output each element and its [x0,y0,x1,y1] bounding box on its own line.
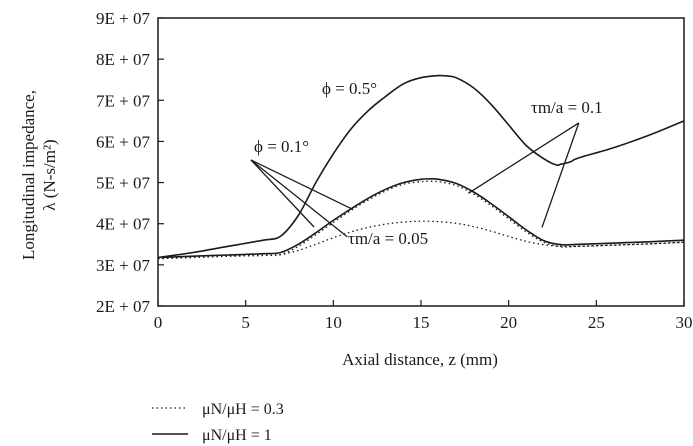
y-axis-label-line1: Longitudinal impedance, [19,90,38,260]
annotation-leader-line [467,122,580,194]
annotation-leader-line [541,122,580,228]
y-tick-label: 3E + 07 [96,256,150,275]
y-axis-label-line2: λ (N-s/m²) [40,139,59,210]
y-tick-label: 9E + 07 [96,9,150,28]
y-axis-ticks: 2E + 07 3E + 07 4E + 07 5E + 07 6E + 07 7E + … [96,9,164,316]
x-tick-label: 0 [154,313,163,332]
x-tick-label: 15 [413,313,430,332]
x-axis-ticks: 0 5 10 15 20 25 30 [154,300,693,332]
plot-area-frame [157,17,685,307]
y-tick-label: 6E + 07 [96,132,150,151]
y-tick-label: 5E + 07 [96,174,150,193]
x-tick-label: 25 [588,313,605,332]
annotation-leader-line [250,159,348,238]
x-tick-label: 5 [241,313,250,332]
annotation-tau-01: τm/a = 0.1 [531,98,603,117]
annotation-phi-01: ϕ = 0.1° [254,137,309,156]
series-layer [157,74,685,260]
legend-label-solid: μN/μH = 1 [202,427,272,444]
annotation-tau-005: τm/a = 0.05 [348,229,428,248]
series-line-4-dotted [157,220,685,260]
legend: μN/μH = 0.3 μN/μH = 1 [152,401,284,444]
y-tick-label: 7E + 07 [96,91,150,110]
annotation-leaders [250,122,580,238]
legend-label-dotted: μN/μH = 0.3 [202,401,284,418]
annotation-leader-line [250,159,353,210]
y-tick-label: 8E + 07 [96,50,150,69]
series-line-1-solid [157,74,685,259]
x-tick-label: 30 [676,313,693,332]
x-axis-label-text: Axial distance, z (mm) [342,350,498,369]
x-tick-label: 20 [500,313,517,332]
annotation-phi-05: ϕ = 0.5° [322,79,377,98]
y-axis-label: Longitudinal impedance, λ (N-s/m²) [19,90,59,260]
series-line-2-solid [157,178,685,259]
x-tick-label: 10 [325,313,342,332]
annotation-leader-line [250,159,315,228]
y-tick-label: 2E + 07 [96,297,150,316]
x-axis-label: Axial distance, z (mm) [342,350,498,369]
y-tick-label: 4E + 07 [96,215,150,234]
